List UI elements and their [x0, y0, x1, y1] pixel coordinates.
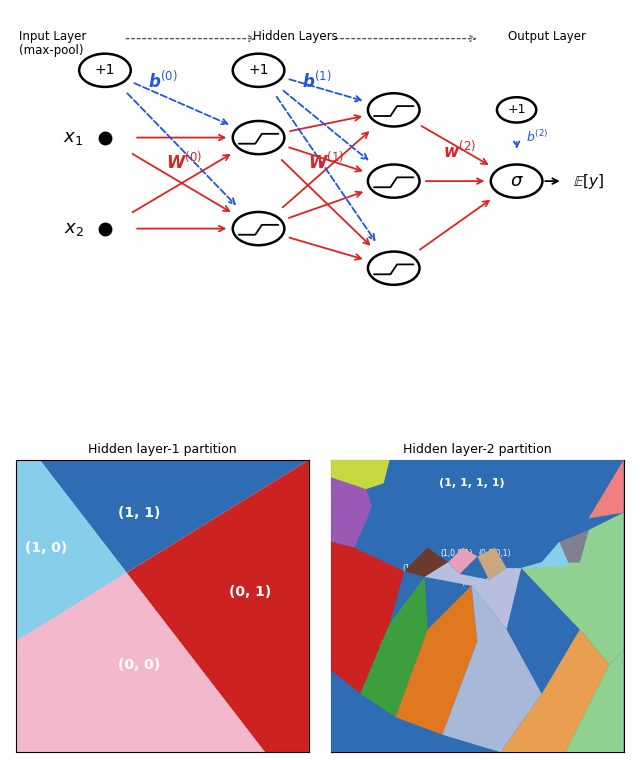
Polygon shape [521, 542, 570, 568]
Polygon shape [448, 548, 477, 574]
Text: (1,0,0,0): (1,0,0,0) [403, 564, 435, 572]
Polygon shape [396, 586, 477, 735]
Circle shape [233, 212, 284, 245]
Polygon shape [521, 512, 623, 665]
Polygon shape [331, 460, 623, 577]
Text: $x_1$: $x_1$ [63, 128, 83, 147]
Circle shape [368, 93, 420, 126]
Polygon shape [442, 586, 541, 752]
Polygon shape [331, 477, 372, 548]
Polygon shape [589, 460, 623, 518]
Polygon shape [40, 460, 309, 573]
Polygon shape [425, 562, 521, 629]
Circle shape [368, 164, 420, 198]
Text: $\boldsymbol{b}^{(1)}$: $\boldsymbol{b}^{(1)}$ [301, 71, 331, 92]
Text: Input Layer: Input Layer [19, 30, 86, 43]
Polygon shape [541, 530, 589, 562]
Text: (0, 0): (0, 0) [118, 657, 160, 672]
Polygon shape [404, 548, 448, 577]
Text: $\boldsymbol{W}^{(0)}$: $\boldsymbol{W}^{(0)}$ [166, 152, 202, 173]
Text: (1,0,0,1): (1,0,0,1) [441, 549, 473, 558]
Polygon shape [360, 577, 428, 717]
Circle shape [233, 121, 284, 154]
Text: (1,0,0,0): (1,0,0,0) [365, 640, 408, 649]
Title: Hidden layer-1 partition: Hidden layer-1 partition [88, 443, 237, 456]
Circle shape [79, 54, 131, 87]
Text: (max-pool): (max-pool) [19, 44, 83, 57]
Polygon shape [565, 650, 623, 752]
Circle shape [368, 252, 420, 285]
Text: $\sigma$: $\sigma$ [509, 172, 524, 190]
Text: (0,0,0,0): (0,0,0,0) [403, 660, 446, 669]
Text: (0, 1): (0, 1) [229, 584, 271, 599]
Text: +1: +1 [248, 63, 269, 78]
Polygon shape [331, 542, 404, 694]
Polygon shape [17, 573, 265, 752]
Text: $\boldsymbol{b}^{(0)}$: $\boldsymbol{b}^{(0)}$ [148, 71, 177, 92]
Polygon shape [17, 460, 127, 641]
Text: +1: +1 [95, 63, 115, 78]
Text: (0,0,0,0): (0,0,0,0) [461, 578, 493, 587]
Circle shape [497, 97, 536, 122]
Text: (1, 0): (1, 0) [24, 540, 67, 555]
Text: (1, 1, 1, 1): (1, 1, 1, 1) [438, 478, 504, 488]
Circle shape [491, 164, 543, 198]
Polygon shape [127, 460, 309, 752]
Text: +1: +1 [508, 103, 526, 116]
Polygon shape [17, 573, 265, 752]
Circle shape [233, 54, 284, 87]
Polygon shape [477, 548, 507, 580]
Text: $\boldsymbol{w}^{(2)}$: $\boldsymbol{w}^{(2)}$ [443, 140, 476, 161]
Polygon shape [331, 460, 390, 489]
Text: (0,0,0,1): (0,0,0,1) [479, 549, 511, 558]
Polygon shape [500, 629, 609, 752]
Text: Output Layer: Output Layer [508, 30, 586, 43]
Title: Hidden layer-2 partition: Hidden layer-2 partition [403, 443, 552, 456]
Text: (1, 1): (1, 1) [118, 505, 161, 520]
Text: $\boldsymbol{W}^{(1)}$: $\boldsymbol{W}^{(1)}$ [308, 152, 344, 173]
Text: $b^{(2)}$: $b^{(2)}$ [526, 128, 548, 144]
Polygon shape [331, 670, 500, 752]
Text: $\mathbb{E}[y]$: $\mathbb{E}[y]$ [573, 172, 605, 191]
Text: $x_2$: $x_2$ [63, 220, 83, 238]
Text: Hidden Layers: Hidden Layers [253, 30, 338, 43]
Text: (1,1,0,0): (1,1,0,0) [330, 602, 373, 610]
